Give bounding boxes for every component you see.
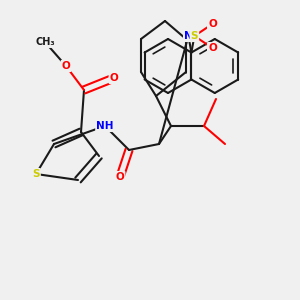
Text: O: O <box>208 19 217 29</box>
Text: S: S <box>190 31 198 41</box>
Text: O: O <box>61 61 70 71</box>
Text: O: O <box>208 43 217 53</box>
Text: NH: NH <box>96 121 114 131</box>
Text: O: O <box>116 172 124 182</box>
Text: O: O <box>110 73 118 83</box>
Text: CH₃: CH₃ <box>35 37 55 47</box>
Text: N: N <box>184 31 193 41</box>
Text: S: S <box>32 169 40 179</box>
